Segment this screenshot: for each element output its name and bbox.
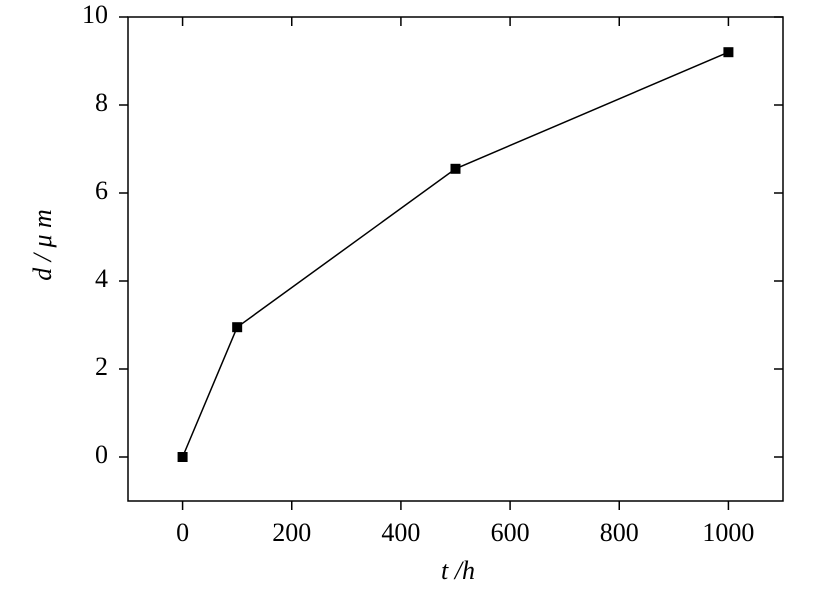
x-tick-label: 0 (176, 518, 189, 547)
y-tick-label: 2 (95, 352, 108, 381)
x-tick-label: 400 (381, 518, 420, 547)
x-tick-label: 600 (491, 518, 530, 547)
x-tick-label: 200 (272, 518, 311, 547)
plot-frame (127, 16, 784, 502)
data-line (181, 51, 729, 458)
y-tick-label: 4 (95, 264, 108, 293)
data-point (177, 452, 188, 462)
x-axis-label: t /h (441, 556, 475, 585)
data-point (723, 47, 734, 58)
y-tick-label: 6 (95, 176, 108, 205)
y-axis-label: d / μ m (28, 209, 57, 281)
x-tick-label: 800 (600, 518, 639, 547)
data-point (450, 163, 461, 174)
y-tick-label: 8 (95, 88, 108, 117)
y-tick-label: 0 (95, 440, 108, 469)
x-tick-label: 1000 (702, 518, 754, 547)
data-point (232, 322, 243, 333)
y-tick-label: 10 (82, 0, 108, 29)
